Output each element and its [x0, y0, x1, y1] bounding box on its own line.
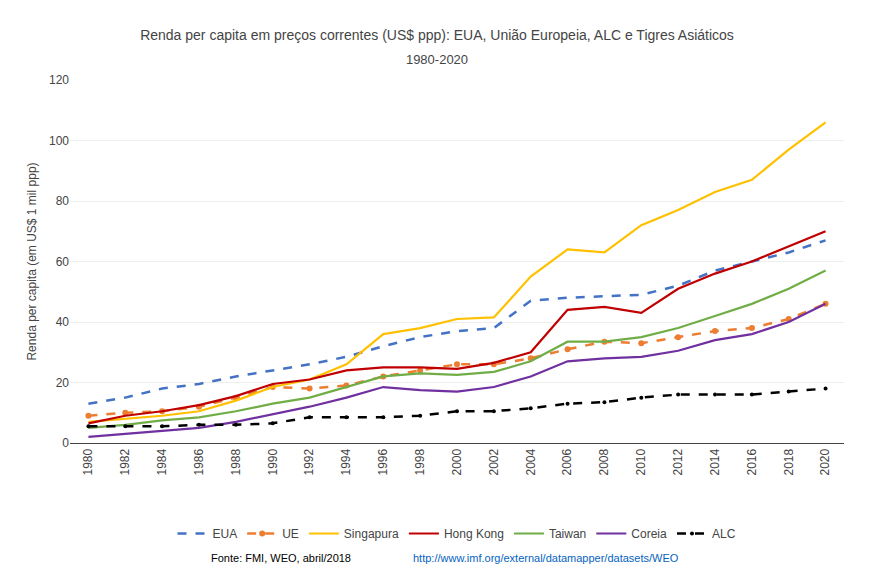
svg-text:2006: 2006 — [560, 448, 574, 475]
svg-text:Renda per capita (em US$ 1 mil: Renda per capita (em US$ 1 mil ppp) — [25, 162, 39, 360]
svg-text:1990: 1990 — [266, 448, 280, 475]
svg-text:2014: 2014 — [708, 448, 722, 475]
svg-text:0: 0 — [62, 436, 69, 450]
svg-text:UE: UE — [282, 527, 299, 541]
svg-text:100: 100 — [49, 134, 69, 148]
svg-text:2020: 2020 — [818, 448, 832, 475]
svg-text:2000: 2000 — [450, 448, 464, 475]
svg-text:2010: 2010 — [634, 448, 648, 475]
svg-text:Hong Kong: Hong Kong — [444, 527, 504, 541]
svg-text:1984: 1984 — [155, 448, 169, 475]
svg-text:http://www.imf.org/external/da: http://www.imf.org/external/datamapper/d… — [413, 552, 679, 564]
svg-text:2002: 2002 — [487, 448, 501, 475]
svg-text:EUA: EUA — [213, 527, 238, 541]
svg-text:40: 40 — [56, 315, 70, 329]
svg-text:Taiwan: Taiwan — [549, 527, 586, 541]
svg-text:2008: 2008 — [597, 448, 611, 475]
svg-text:2018: 2018 — [782, 448, 796, 475]
svg-text:20: 20 — [56, 376, 70, 390]
svg-text:Renda per capita em preços cor: Renda per capita em preços correntes (US… — [140, 27, 734, 43]
svg-text:Singapura: Singapura — [344, 527, 399, 541]
svg-text:80: 80 — [56, 194, 70, 208]
svg-text:60: 60 — [56, 255, 70, 269]
svg-text:Fonte: FMI, WEO, abril/2018: Fonte: FMI, WEO, abril/2018 — [211, 552, 354, 564]
svg-text:2016: 2016 — [745, 448, 759, 475]
svg-text:1986: 1986 — [192, 448, 206, 475]
svg-text:1996: 1996 — [376, 448, 390, 475]
svg-text:1980: 1980 — [81, 448, 95, 475]
svg-text:Coreia: Coreia — [631, 527, 667, 541]
svg-text:1994: 1994 — [339, 448, 353, 475]
svg-text:1988: 1988 — [229, 448, 243, 475]
svg-text:2004: 2004 — [524, 448, 538, 475]
svg-text:1982: 1982 — [118, 448, 132, 475]
svg-text:2012: 2012 — [671, 448, 685, 475]
svg-text:ALC: ALC — [712, 527, 736, 541]
svg-text:1998: 1998 — [413, 448, 427, 475]
svg-text:120: 120 — [49, 73, 69, 87]
svg-text:1980-2020: 1980-2020 — [406, 52, 468, 67]
svg-text:1992: 1992 — [302, 448, 316, 475]
